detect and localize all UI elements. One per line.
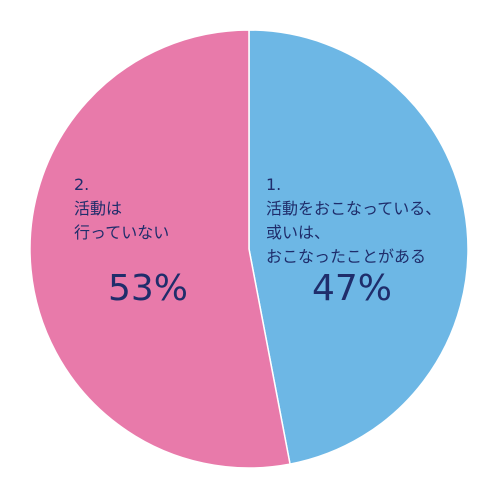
slice-2-percent-label: 53% (108, 268, 188, 309)
slice-1-label-line-3: 或いは、 (266, 223, 330, 242)
slice-1-percent-label: 47% (312, 268, 392, 309)
slice-1-label-line-1: 1. (266, 175, 281, 194)
slice-2-label-line-1: 2. (74, 175, 89, 194)
slice-1-category-label: 1. 活動をおこなっている、或いは、おこなったことがある (266, 175, 441, 266)
slice-1-label-line-4: おこなったことがある (266, 247, 426, 266)
slice-2-label-line-3: 行っていない (74, 223, 169, 242)
slice-1-label-line-2: 活動をおこなっている、 (266, 199, 441, 218)
slice-2-category-label: 2. 活動は行っていない (74, 175, 169, 242)
pie-slice-2 (29, 29, 291, 469)
pie-slice-1 (248, 29, 469, 465)
slice-2-label-line-2: 活動は (74, 199, 122, 218)
